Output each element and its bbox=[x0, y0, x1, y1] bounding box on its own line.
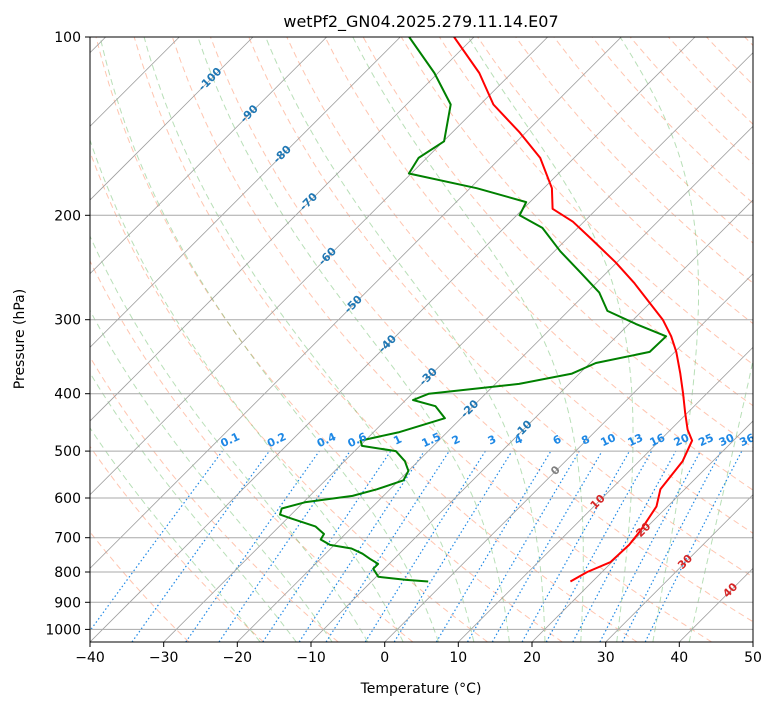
mixing-ratio-line bbox=[466, 450, 580, 642]
dry-adiabat-line bbox=[248, 37, 753, 578]
mixing-ratio-label: 36 bbox=[738, 431, 758, 449]
plot-frame bbox=[89, 36, 754, 643]
moist-adiabats bbox=[90, 37, 753, 642]
mixing-ratio-line bbox=[298, 450, 425, 642]
y-tick-label: 900 bbox=[54, 595, 81, 611]
dry-adiabat-line bbox=[286, 37, 753, 534]
mixing-ratio-line bbox=[325, 450, 450, 642]
profile-series bbox=[279, 37, 694, 583]
x-tick-label: 0 bbox=[380, 650, 389, 666]
mixing-ratio-line bbox=[131, 450, 270, 642]
y-tick-label: 700 bbox=[54, 531, 81, 547]
moist-adiabat-line bbox=[90, 309, 333, 642]
y-axis-ticks: 100 200 300 400 500 600 700 800 900 1000 bbox=[45, 30, 90, 638]
mixing-ratio-line bbox=[435, 450, 552, 642]
moist-adiabat-line bbox=[352, 37, 584, 642]
isotherm-line bbox=[90, 37, 327, 275]
dry-adiabat-line bbox=[90, 356, 339, 642]
x-axis-label: Temperature (°C) bbox=[360, 681, 482, 697]
dry-adiabat-line bbox=[133, 37, 638, 642]
dry-adiabat-line bbox=[210, 37, 753, 623]
mixing-ratio-label: 30 bbox=[717, 431, 737, 449]
y-tick-label: 100 bbox=[54, 30, 81, 46]
mixing-ratio-line bbox=[491, 450, 603, 642]
mixing-ratio-label: 20 bbox=[672, 431, 692, 449]
moist-adiabat-line bbox=[90, 371, 297, 642]
mixing-ratio-line bbox=[185, 450, 320, 642]
mixing-ratio-label: 10 bbox=[599, 431, 619, 449]
moist-adiabat-line bbox=[90, 235, 369, 642]
moist-adiabat-line bbox=[688, 358, 753, 642]
x-tick-label: 10 bbox=[449, 650, 467, 666]
moist-adiabat-line bbox=[143, 37, 475, 642]
moist-adiabat-line bbox=[99, 37, 439, 642]
isotherm-line bbox=[90, 37, 401, 348]
mixing-ratio-line bbox=[599, 450, 702, 642]
mixing-ratio-line bbox=[572, 450, 677, 642]
x-tick-label: 50 bbox=[744, 650, 762, 666]
x-tick-label: 30 bbox=[597, 650, 615, 666]
mixing-ratio-line bbox=[90, 450, 223, 632]
moist-adiabat-line bbox=[197, 37, 510, 642]
y-tick-label: 1000 bbox=[45, 622, 81, 638]
dry-adiabat-line bbox=[171, 37, 712, 642]
y-tick-label: 500 bbox=[54, 444, 81, 460]
moist-adiabat-line bbox=[90, 427, 261, 642]
dry-adiabat-line bbox=[95, 37, 563, 642]
dry-adiabat-line bbox=[90, 259, 414, 642]
moist-adiabat-line bbox=[265, 37, 546, 642]
x-tick-label: −30 bbox=[149, 650, 179, 666]
x-tick-label: −10 bbox=[296, 650, 326, 666]
isotherm-line bbox=[90, 37, 622, 569]
plot-area: -100-90-80-70-60-50-40-30-20-10010203040… bbox=[90, 37, 758, 642]
mixing-ratio-line bbox=[218, 450, 351, 642]
isotherm-line bbox=[384, 273, 753, 642]
dry-adiabats bbox=[90, 37, 753, 642]
moist-adiabat-line bbox=[619, 37, 699, 642]
dewpoint-profile-line bbox=[279, 37, 668, 583]
x-tick-label: 20 bbox=[523, 650, 541, 666]
mixing-ratio-label: 25 bbox=[696, 431, 715, 449]
isotherm-line bbox=[90, 37, 696, 642]
temperature-profile-line bbox=[453, 37, 694, 583]
x-tick-label: −20 bbox=[223, 650, 253, 666]
isotherm-line bbox=[237, 125, 753, 642]
dry-adiabat-line bbox=[90, 445, 264, 642]
dry-adiabat-line bbox=[515, 37, 753, 284]
mixing-ratio-label: 13 bbox=[626, 431, 645, 449]
y-tick-label: 400 bbox=[54, 387, 81, 403]
moist-adiabat-line bbox=[90, 138, 404, 642]
mixing-ratio-label: 16 bbox=[648, 431, 668, 449]
x-axis-ticks: −40 −30 −20 −10 0 10 20 30 40 50 bbox=[75, 642, 762, 666]
isotherm-line bbox=[163, 52, 753, 642]
isotherm-line bbox=[90, 37, 475, 422]
x-tick-label: 40 bbox=[670, 650, 688, 666]
isotherm-line bbox=[605, 494, 753, 642]
mixing-ratio-line bbox=[644, 450, 743, 642]
y-tick-label: 600 bbox=[54, 491, 81, 507]
mixing-ratio-line bbox=[262, 450, 392, 642]
y-tick-label: 800 bbox=[54, 565, 81, 581]
y-tick-label: 200 bbox=[54, 208, 81, 224]
y-axis-label: Pressure (hPa) bbox=[12, 289, 28, 389]
y-tick-label: 300 bbox=[54, 313, 81, 329]
dry-adiabat-line bbox=[324, 37, 753, 491]
mixing-ratio-line bbox=[545, 450, 653, 642]
isotherm-line bbox=[90, 37, 254, 201]
isotherm-line bbox=[310, 199, 753, 642]
isotherm-line bbox=[458, 346, 753, 642]
isotherm-line bbox=[90, 37, 548, 496]
chart-title: wetPf2_GN04.2025.279.11.14.E07 bbox=[283, 12, 558, 32]
x-tick-label: −40 bbox=[75, 650, 105, 666]
pressure-gridlines bbox=[90, 37, 753, 630]
